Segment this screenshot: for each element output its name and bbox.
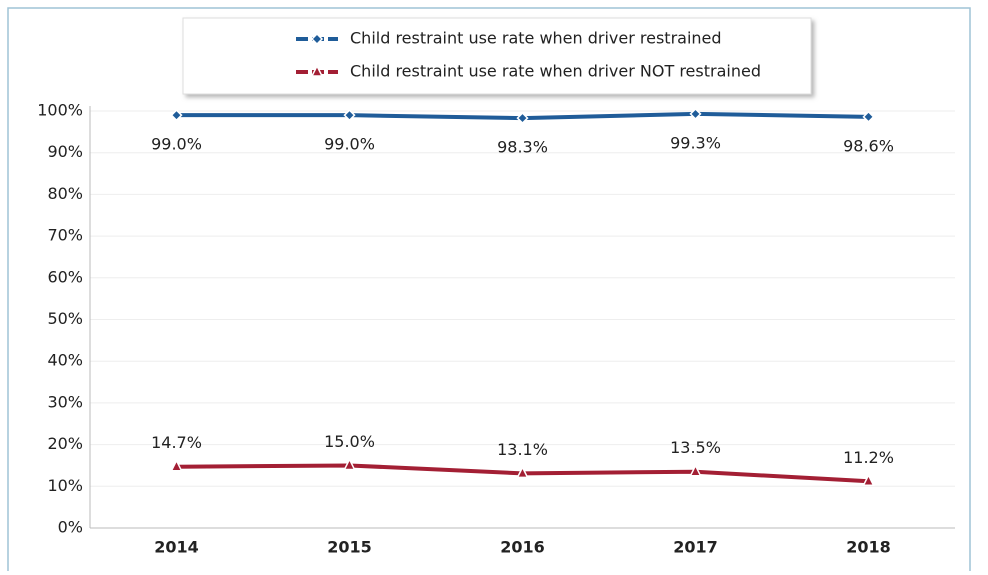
data-label: 13.5% <box>670 438 721 457</box>
legend-label: Child restraint use rate when driver res… <box>350 29 722 48</box>
data-label: 98.6% <box>843 136 894 155</box>
point <box>862 110 875 123</box>
point <box>516 112 529 125</box>
y-tick-label: 50% <box>47 309 83 328</box>
x-tick-label: 2016 <box>500 538 545 557</box>
point <box>689 107 702 120</box>
x-tick-label: 2014 <box>154 538 199 557</box>
y-tick-label: 70% <box>47 226 83 245</box>
y-tick-label: 40% <box>47 351 83 370</box>
point <box>862 473 875 487</box>
legend-box <box>182 17 812 95</box>
y-tick-label: 100% <box>37 101 83 120</box>
point <box>343 457 356 471</box>
point <box>689 464 702 477</box>
point <box>170 459 183 472</box>
y-tick-label: 90% <box>47 142 83 161</box>
legend-marker <box>310 32 324 46</box>
x-tick-label: 2017 <box>673 538 718 557</box>
data-label: 99.3% <box>670 133 721 152</box>
data-label: 11.2% <box>843 448 894 467</box>
legend-marker <box>310 64 324 77</box>
x-tick-label: 2018 <box>846 538 891 557</box>
y-tick-label: 60% <box>47 267 83 286</box>
y-tick-label: 10% <box>47 476 83 495</box>
y-tick-label: 20% <box>47 434 83 453</box>
y-tick-label: 80% <box>47 184 83 203</box>
data-label: 99.0% <box>324 135 375 154</box>
frame <box>7 7 971 575</box>
data-label: 13.1% <box>497 440 548 459</box>
y-tick-label: 0% <box>58 518 83 537</box>
y-tick-label: 30% <box>47 392 83 411</box>
point <box>343 109 356 122</box>
data-label: 98.3% <box>497 138 548 157</box>
legend-label: Child restraint use rate when driver NOT… <box>350 62 761 81</box>
point <box>170 109 183 122</box>
data-label: 15.0% <box>324 432 375 451</box>
data-label: 99.0% <box>151 135 202 154</box>
data-label: 14.7% <box>151 433 202 452</box>
legend: Child restraint use rate when driver res… <box>182 17 812 95</box>
x-tick-label: 2015 <box>327 538 372 557</box>
point <box>516 465 529 479</box>
